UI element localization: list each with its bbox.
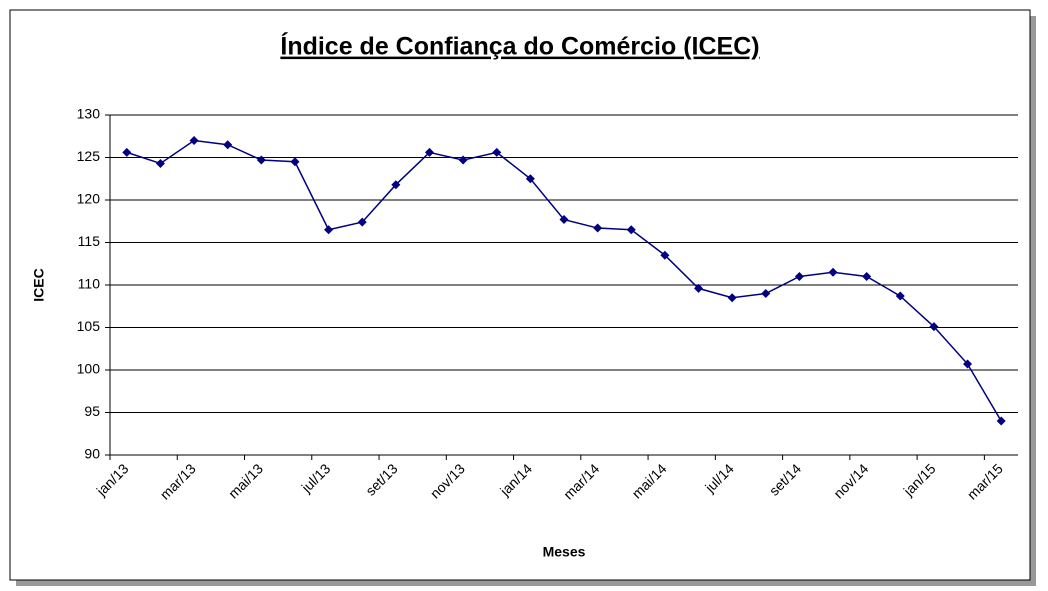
marker [660, 250, 670, 260]
chart-title: Índice de Confiança do Comércio (ICEC) [280, 32, 759, 61]
marker [929, 322, 939, 332]
marker [996, 416, 1006, 426]
marker [794, 272, 804, 281]
marker [357, 217, 367, 227]
marker [559, 215, 569, 225]
y-tick-label: 100 [77, 361, 101, 377]
marker [828, 267, 838, 277]
marker [895, 291, 905, 301]
y-tick-label: 130 [77, 106, 101, 122]
marker [324, 225, 334, 235]
marker [492, 147, 502, 157]
marker [189, 136, 199, 145]
marker [761, 289, 771, 298]
marker [727, 293, 737, 303]
marker [525, 174, 535, 184]
marker [223, 140, 233, 150]
y-tick-label: 120 [77, 191, 101, 207]
y-tick-label: 90 [84, 446, 100, 462]
marker [963, 359, 973, 369]
marker [626, 225, 636, 235]
marker [424, 147, 434, 157]
marker [391, 180, 401, 190]
marker [458, 155, 468, 165]
y-tick-label: 95 [84, 403, 100, 419]
y-tick-label: 110 [78, 276, 101, 292]
marker [593, 223, 603, 233]
marker [290, 157, 300, 167]
marker [256, 155, 266, 165]
marker [862, 272, 872, 281]
y-tick-label: 105 [77, 318, 101, 334]
marker [155, 158, 165, 168]
marker [694, 283, 704, 293]
marker [122, 147, 132, 157]
frame [9, 9, 1031, 581]
y-axis-title: ICEC [31, 268, 47, 301]
y-tick-label: 125 [77, 148, 101, 164]
y-tick-label: 115 [78, 233, 101, 249]
x-axis-title: Meses [543, 544, 586, 560]
